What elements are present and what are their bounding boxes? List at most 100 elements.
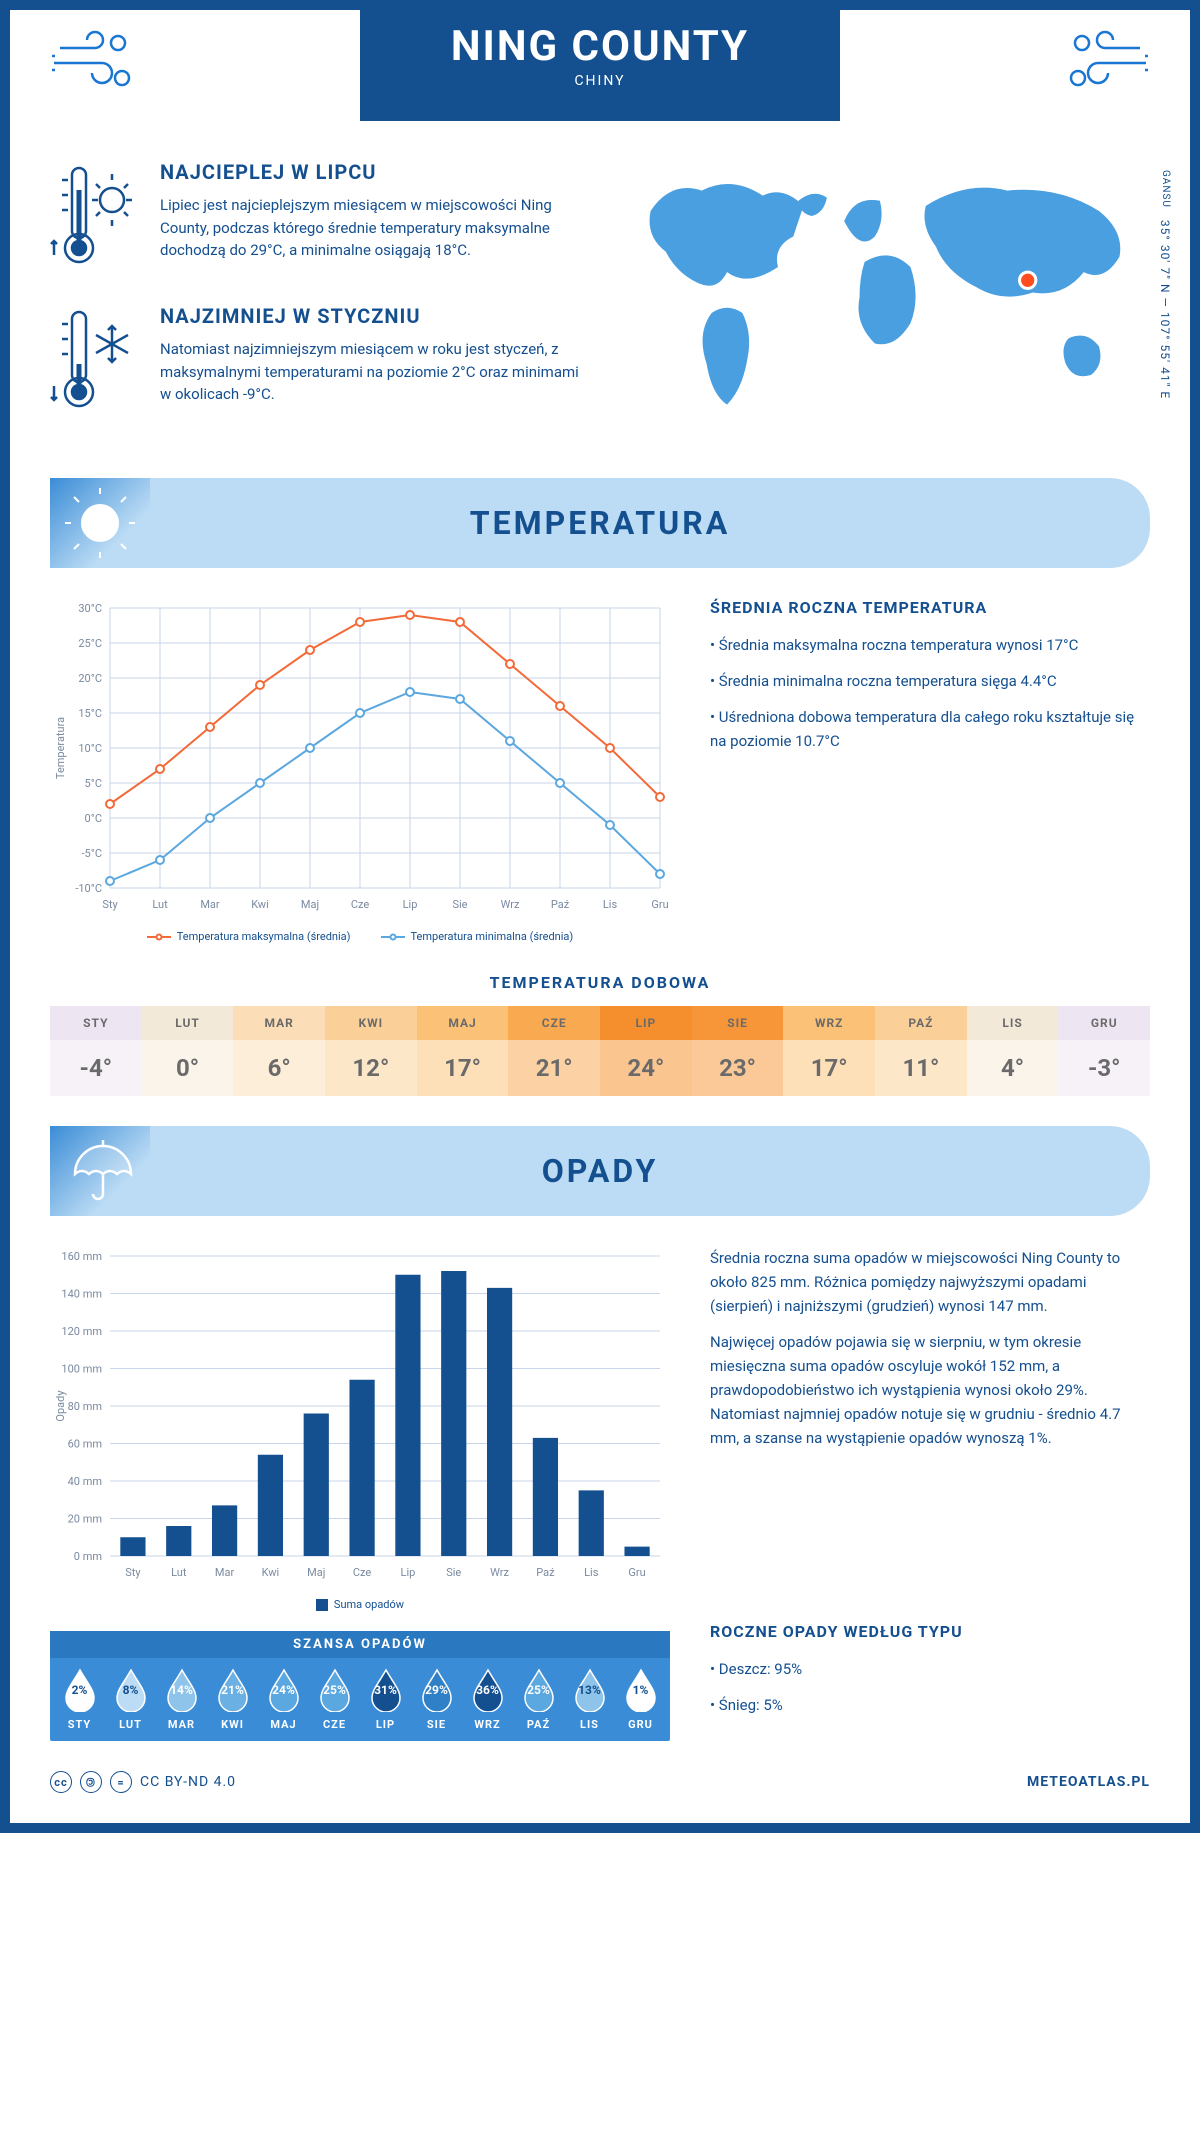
umbrella-icon [50, 1126, 150, 1216]
chance-cell: 8% LUT [105, 1668, 156, 1735]
daily-month: CZE [508, 1006, 600, 1040]
daily-value: 21° [508, 1040, 600, 1096]
page-title: NING COUNTY [360, 22, 840, 71]
coordinates: GANSU 35° 30' 7" N — 107° 55' 41" E [1158, 170, 1172, 399]
raindrop-icon: 8% [113, 1668, 149, 1712]
svg-text:Paź: Paź [536, 1566, 555, 1579]
daily-cell: LUT0° [142, 1006, 234, 1096]
fact-warmest-text: Lipiec jest najcieplejszym miesiącem w m… [160, 194, 580, 262]
precipitation-legend: Suma opadów [50, 1598, 670, 1611]
daily-month: STY [50, 1006, 142, 1040]
daily-month: KWI [325, 1006, 417, 1040]
coords-value: 35° 30' 7" N — 107° 55' 41" E [1158, 220, 1172, 399]
thermometer-cold-icon [50, 304, 140, 418]
thermometer-hot-icon [50, 160, 140, 274]
svg-text:Cze: Cze [351, 898, 370, 911]
chance-month: MAR [156, 1716, 207, 1735]
chance-month: STY [54, 1716, 105, 1735]
section-header-temperature: TEMPERATURA [50, 478, 1150, 568]
section-title-precipitation: OPADY [170, 1152, 1150, 1190]
legend-min: Temperatura minimalna (średnia) [411, 930, 574, 943]
by-icon: 🄯 [80, 1771, 102, 1793]
raindrop-icon: 31% [368, 1668, 404, 1712]
fact-warmest: NAJCIEPLEJ W LIPCU Lipiec jest najcieple… [50, 160, 580, 274]
sun-icon [50, 478, 150, 568]
raindrop-icon: 2% [62, 1668, 98, 1712]
temp-stats-title: ŚREDNIA ROCZNA TEMPERATURA [710, 598, 1150, 617]
chance-month: CZE [309, 1716, 360, 1735]
daily-month: MAJ [417, 1006, 509, 1040]
svg-text:10°C: 10°C [78, 742, 102, 755]
daily-month: MAR [233, 1006, 325, 1040]
raindrop-icon: 25% [521, 1668, 557, 1712]
daily-cell: PAŹ11° [875, 1006, 967, 1096]
svg-text:30°C: 30°C [78, 602, 102, 615]
raindrop-icon: 13% [572, 1668, 608, 1712]
fact-warmest-title: NAJCIEPLEJ W LIPCU [160, 160, 580, 184]
daily-cell: GRU-3° [1058, 1006, 1150, 1096]
svg-text:Sty: Sty [125, 1566, 141, 1579]
daily-value: -3° [1058, 1040, 1150, 1096]
chance-month: LIP [360, 1716, 411, 1735]
raindrop-icon: 25% [317, 1668, 353, 1712]
legend-max: Temperatura maksymalna (średnia) [177, 930, 351, 943]
svg-text:Maj: Maj [301, 898, 319, 911]
daily-value: -4° [50, 1040, 142, 1096]
precip-type-line: • Śnieg: 5% [710, 1693, 1150, 1717]
wind-icon-right [1060, 28, 1150, 108]
svg-text:160 mm: 160 mm [61, 1250, 102, 1263]
raindrop-icon: 36% [470, 1668, 506, 1712]
cc-icon: cc [50, 1771, 72, 1793]
fact-coldest-title: NAJZIMNIEJ W STYCZNIU [160, 304, 580, 328]
chance-cell: 14%MAR [156, 1668, 207, 1735]
svg-text:Sty: Sty [102, 898, 118, 911]
precip-type-line: • Deszcz: 95% [710, 1657, 1150, 1681]
svg-text:100 mm: 100 mm [61, 1363, 102, 1376]
daily-temp-title: TEMPERATURA DOBOWA [50, 973, 1150, 992]
nd-icon: = [110, 1771, 132, 1793]
svg-text:Gru: Gru [628, 1566, 645, 1579]
precip-text-1: Średnia roczna suma opadów w miejscowośc… [710, 1246, 1150, 1318]
site-name: METEOATLAS.PL [1027, 1774, 1150, 1790]
svg-text:Opady: Opady [54, 1390, 67, 1422]
svg-text:Kwi: Kwi [251, 898, 269, 911]
svg-text:-10°C: -10°C [75, 882, 102, 895]
svg-text:5°C: 5°C [85, 777, 102, 790]
license-text: CC BY-ND 4.0 [140, 1774, 236, 1790]
chance-cell: 31% LIP [360, 1668, 411, 1735]
svg-text:Lip: Lip [403, 898, 418, 911]
page-subtitle: CHINY [360, 73, 840, 89]
precip-text-2: Najwięcej opadów pojawia się w sierpniu,… [710, 1330, 1150, 1450]
chance-cell: 36%WRZ [462, 1668, 513, 1735]
daily-value: 23° [692, 1040, 784, 1096]
daily-cell: SIE23° [692, 1006, 784, 1096]
svg-text:Temperatura: Temperatura [54, 717, 67, 779]
footer: cc 🄯 = CC BY-ND 4.0 METEOATLAS.PL [50, 1771, 1150, 1793]
wind-icon-left [50, 28, 140, 108]
svg-text:Wrz: Wrz [490, 1566, 509, 1579]
daily-month: WRZ [783, 1006, 875, 1040]
daily-month: PAŹ [875, 1006, 967, 1040]
legend-precip: Suma opadów [334, 1598, 404, 1611]
chance-month: LUT [105, 1716, 156, 1735]
precipitation-chart: 0 mm20 mm40 mm60 mm80 mm100 mm120 mm140 … [50, 1246, 670, 1586]
svg-text:Sie: Sie [452, 898, 467, 911]
svg-text:20°C: 20°C [78, 672, 102, 685]
world-map [620, 160, 1150, 425]
chance-title: SZANSA OPADÓW [50, 1631, 670, 1658]
temp-stat-line: • Uśredniona dobowa temperatura dla całe… [710, 705, 1150, 753]
daily-value: 11° [875, 1040, 967, 1096]
daily-month: LIS [967, 1006, 1059, 1040]
raindrop-icon: 29% [419, 1668, 455, 1712]
daily-value: 24° [600, 1040, 692, 1096]
svg-text:20 mm: 20 mm [68, 1513, 102, 1526]
daily-value: 6° [233, 1040, 325, 1096]
fact-coldest-text: Natomiast najzimniejszym miesiącem w rok… [160, 338, 580, 406]
region-label: GANSU [1160, 170, 1171, 208]
daily-cell: MAJ17° [417, 1006, 509, 1096]
svg-text:Lut: Lut [152, 898, 168, 911]
svg-text:60 mm: 60 mm [68, 1438, 102, 1451]
daily-cell: STY-4° [50, 1006, 142, 1096]
chance-month: PAŹ [513, 1716, 564, 1735]
chance-box: SZANSA OPADÓW 2%STY8%LUT14%MAR21%KWI24%M… [50, 1631, 670, 1741]
